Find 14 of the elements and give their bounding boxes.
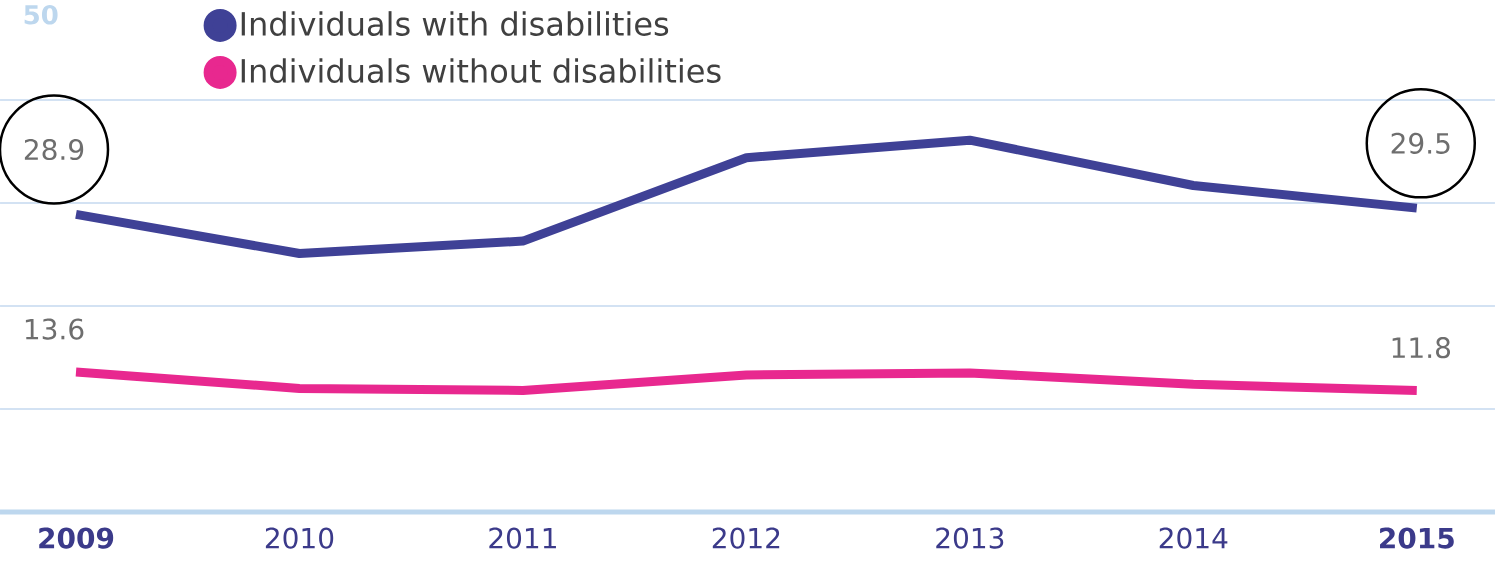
data-label: 11.8	[1392, 337, 1451, 359]
annotation: 50	[24, 4, 58, 25]
data-label: 13.6	[25, 318, 84, 340]
x-tick-label: 2013	[936, 527, 1004, 549]
legend-label: Individuals without disabilities	[241, 58, 721, 83]
x-tick-label: 2014	[1159, 527, 1228, 549]
data-label: 29.5	[1391, 132, 1450, 154]
legend-label: Individuals with disabilities	[241, 11, 669, 36]
x-tick-label: 2009	[39, 527, 114, 549]
data-label: 28.9	[24, 138, 84, 161]
x-tick-label: 2015	[1380, 527, 1454, 549]
x-tick-label: 2012	[712, 527, 780, 549]
x-tick-label: 2011	[489, 527, 556, 549]
x-tick-label: 2010	[265, 527, 334, 549]
